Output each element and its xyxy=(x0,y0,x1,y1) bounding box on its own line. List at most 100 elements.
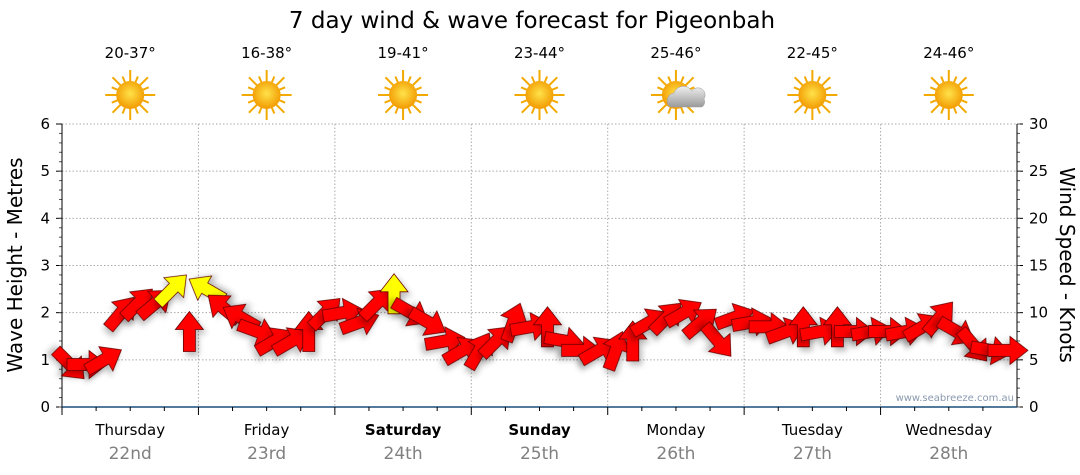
wind-arrow xyxy=(602,330,631,372)
right-tick-label: 20 xyxy=(1029,209,1048,227)
sun-ray xyxy=(956,76,968,88)
right-tick-label: 10 xyxy=(1029,304,1048,322)
sun-disc xyxy=(525,81,554,109)
sun-icon xyxy=(241,70,292,120)
sun-icon xyxy=(105,70,156,120)
sun-ray xyxy=(547,102,558,114)
sun-ray xyxy=(521,102,532,114)
wind-arrow-shape xyxy=(500,302,528,344)
wind-arrow-shape xyxy=(921,301,954,338)
sun-ray xyxy=(410,102,422,114)
day-label: Wednesday xyxy=(905,421,992,439)
temperature-label: 25-46° xyxy=(650,44,701,62)
date-label: 27th xyxy=(793,444,832,464)
sun-ray xyxy=(111,102,123,114)
date-label: 25th xyxy=(520,444,559,464)
wind-arrow xyxy=(407,306,447,336)
sun-ray xyxy=(410,76,422,88)
sun-ray xyxy=(793,76,805,88)
sun-ray xyxy=(137,102,149,114)
day-label: Friday xyxy=(244,421,290,439)
left-tick-label: 6 xyxy=(40,115,50,133)
cloud xyxy=(666,85,706,108)
day-label: Thursday xyxy=(94,421,165,439)
sun-ray xyxy=(384,76,396,88)
sun-ray xyxy=(820,102,831,114)
sun-ray xyxy=(111,76,123,88)
wind-arrow xyxy=(500,302,528,344)
date-label: 22nd xyxy=(109,444,152,464)
sun-disc xyxy=(798,81,827,109)
temperature-label: 19-41° xyxy=(378,44,429,62)
sun-disc xyxy=(934,81,963,109)
wind-arrow xyxy=(788,306,819,348)
left-tick-label: 4 xyxy=(40,209,50,227)
sun-ray xyxy=(793,102,805,114)
date-label: 28th xyxy=(929,444,968,464)
sun-ray xyxy=(274,76,286,88)
left-tick-label: 0 xyxy=(40,398,50,416)
wind-arrow xyxy=(681,308,717,341)
temperature-label: 22-45° xyxy=(787,44,838,62)
chart-title: 7 day wind & wave forecast for Pigeonbah xyxy=(289,8,775,34)
day-label: Saturday xyxy=(365,421,442,439)
wind-arrow-shape xyxy=(987,335,1029,366)
wind-arrow xyxy=(700,321,732,357)
left-tick-label: 5 xyxy=(40,162,50,180)
wind-arrow-shape xyxy=(153,274,187,309)
sun-disc xyxy=(116,81,145,109)
date-label: 24th xyxy=(384,444,423,464)
left-tick-label: 1 xyxy=(40,351,50,369)
sun-ray xyxy=(521,76,532,88)
sun-ray xyxy=(384,102,396,114)
sun-ray xyxy=(274,102,286,114)
wind-arrow xyxy=(921,301,954,338)
date-label: 23rd xyxy=(247,444,286,464)
wind-arrow-shape xyxy=(681,308,717,341)
sun-ray xyxy=(956,102,968,114)
right-tick-label: 5 xyxy=(1029,351,1039,369)
sun-ray xyxy=(547,76,558,88)
right-tick-label: 30 xyxy=(1029,115,1048,133)
right-tick-label: 25 xyxy=(1029,162,1048,180)
temperature-label: 23-44° xyxy=(514,44,565,62)
sun-ray xyxy=(657,102,669,114)
sun-ray xyxy=(248,76,259,88)
wind-arrow xyxy=(83,346,122,376)
wind-arrow xyxy=(174,310,205,352)
right-tick-label: 15 xyxy=(1029,257,1048,275)
sun-icon xyxy=(378,70,429,120)
temperature-label: 20-37° xyxy=(105,44,156,62)
sun-disc xyxy=(252,81,281,109)
wind-arrow-shape xyxy=(83,346,122,376)
sun-ray xyxy=(137,76,149,88)
left-axis-label: Wave Height - Metres xyxy=(3,157,27,372)
temperature-label: 16-38° xyxy=(241,44,292,62)
left-tick-label: 3 xyxy=(40,257,50,275)
sun-ray xyxy=(683,76,695,88)
temperature-label: 24-46° xyxy=(923,44,974,62)
sun-icon xyxy=(923,70,974,120)
sun-icon xyxy=(787,70,838,120)
day-label: Sunday xyxy=(508,421,571,439)
wind-arrow-shape xyxy=(602,330,631,372)
sun-ray xyxy=(930,102,942,114)
partly-cloudy-icon xyxy=(650,70,706,120)
left-tick-label: 2 xyxy=(40,304,50,322)
sun-ray xyxy=(248,102,259,114)
right-tick-label: 0 xyxy=(1029,398,1039,416)
sun-ray xyxy=(820,76,831,88)
right-axis-label: Wind Speed - Knots xyxy=(1055,167,1079,363)
credit-text: www.seabreeze.com.au xyxy=(896,393,1014,404)
wind-arrow-shape xyxy=(700,321,732,357)
wind-arrow-shape xyxy=(174,310,205,352)
date-label: 26th xyxy=(656,444,695,464)
day-label: Tuesday xyxy=(781,421,843,439)
sun-ray xyxy=(657,76,669,88)
sun-disc xyxy=(389,81,418,109)
wind-arrow-shape xyxy=(407,306,447,336)
wind-arrow-shape xyxy=(788,306,819,348)
sun-icon xyxy=(514,70,565,120)
sun-ray xyxy=(930,76,942,88)
